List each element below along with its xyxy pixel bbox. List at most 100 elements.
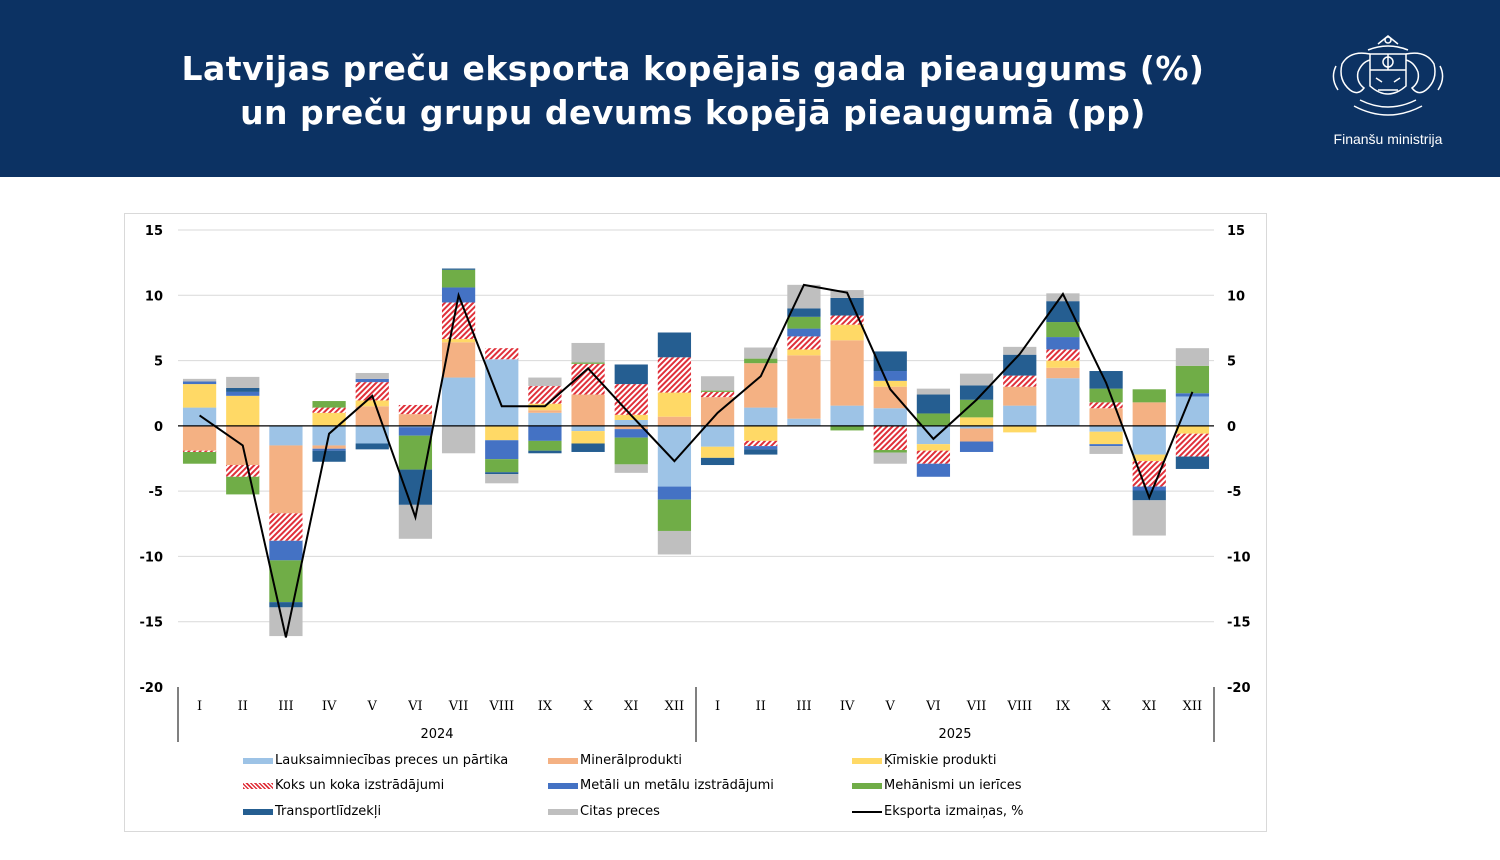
x-tick-label: II (756, 699, 766, 714)
y-tick-label-right: 5 (1227, 355, 1236, 370)
bar-segment-citas-preces (959, 373, 994, 386)
bar-segment--miskie-produkti (571, 431, 605, 444)
bar-segment-met-li-un-met-lu-izstr-d-jumi (226, 391, 260, 396)
bar-segment-miner-lprodukti (830, 340, 864, 406)
x-tick-label: IX (538, 699, 553, 714)
bar-segment-koks-un-koka-izstr-d-jumi (916, 450, 951, 464)
legend-swatch (243, 757, 273, 764)
legend-label: Mehānismi un ierīces (884, 778, 1022, 793)
bar-segment-koks-un-koka-izstr-d-jumi (614, 384, 648, 415)
bar-segment-miner-lprodukti (182, 425, 217, 451)
bar-segment-meh-nismi-un-ier-ces (744, 358, 778, 364)
bar-segment-transportl-dzek-i (614, 364, 648, 385)
bar-segment-citas-preces (269, 607, 303, 637)
bar-segment--miskie-produkti (226, 395, 260, 426)
bar-segment-citas-preces (355, 372, 389, 379)
bar-segment-citas-preces (398, 504, 433, 539)
y-tick-label-right: 0 (1227, 420, 1236, 435)
bar-segment--miskie-produkti (830, 324, 864, 341)
y-tick-label-left: -5 (149, 485, 163, 500)
bar-segment-lauksaimniec-bas-preces-un-p-rtika (398, 425, 433, 428)
bar-segment--miskie-produkti (355, 400, 389, 407)
bar-segment-citas-preces (1046, 293, 1080, 302)
title-line-2: un preču grupu devums kopējā pieaugumā (… (240, 93, 1146, 132)
y-tick-label-right: 10 (1227, 289, 1245, 304)
y-tick-label-right: -5 (1227, 485, 1241, 500)
x-tick-label: IV (840, 699, 855, 714)
bar-segment--miskie-produkti (873, 380, 907, 387)
bar-segment-met-li-un-met-lu-izstr-d-jumi (1132, 486, 1166, 491)
bar-segment-lauksaimniec-bas-preces-un-p-rtika (744, 407, 778, 426)
bar-segment-transportl-dzek-i (959, 385, 994, 400)
x-tick-label: X (583, 699, 593, 714)
x-tick-label: XII (665, 699, 685, 714)
legend-item: Ķīmiskie produkti (852, 753, 996, 768)
y-tick-label-right: 15 (1227, 224, 1245, 239)
bar-segment-meh-nismi-un-ier-ces (1046, 322, 1080, 338)
year-label: 2025 (938, 727, 971, 742)
bar-segment-met-li-un-met-lu-izstr-d-jumi (528, 425, 562, 441)
bar-segment-citas-preces (226, 376, 260, 388)
x-tick-label: XI (624, 699, 638, 714)
y-tick-label-left: 5 (154, 355, 163, 370)
x-tick-label: VI (925, 699, 941, 714)
x-tick-label: IX (1056, 699, 1071, 714)
bar-segment-meh-nismi-un-ier-ces (1175, 365, 1210, 394)
bar-segment-transportl-dzek-i (269, 602, 303, 608)
bar-segment-koks-un-koka-izstr-d-jumi (744, 440, 778, 447)
legend-swatch (852, 782, 882, 789)
bar-segment-transportl-dzek-i (1003, 354, 1037, 376)
x-tick-label: XI (1142, 699, 1156, 714)
bar-segment-meh-nismi-un-ier-ces (312, 401, 346, 408)
bar-segment-koks-un-koka-izstr-d-jumi (873, 425, 907, 451)
bar-segment-transportl-dzek-i (700, 457, 735, 466)
bar-segment--miskie-produkti (485, 425, 519, 441)
bar-segment-transportl-dzek-i (1089, 371, 1123, 389)
legend-item: Citas preces (548, 804, 660, 819)
bar-segment-meh-nismi-un-ier-ces (1132, 389, 1166, 403)
legend-swatch (852, 810, 882, 813)
y-tick-label-left: 0 (154, 420, 163, 435)
y-tick-label-left: -20 (140, 681, 164, 696)
bar-segment-transportl-dzek-i (355, 443, 389, 450)
bar-segment-miner-lprodukti (528, 410, 562, 413)
bar-segment-meh-nismi-un-ier-ces (571, 362, 605, 364)
legend-swatch (243, 808, 273, 815)
bar-segment-koks-un-koka-izstr-d-jumi (441, 302, 476, 340)
bar-segment-miner-lprodukti (1089, 408, 1123, 426)
bar-segment-meh-nismi-un-ier-ces (959, 399, 994, 418)
bar-segment-lauksaimniec-bas-preces-un-p-rtika (700, 425, 735, 447)
bar-segment-citas-preces (873, 452, 907, 464)
bar-segment-transportl-dzek-i (873, 351, 907, 372)
x-tick-label: II (238, 699, 248, 714)
bar-segment-koks-un-koka-izstr-d-jumi (182, 450, 217, 452)
bar-segment--miskie-produkti (1089, 431, 1123, 445)
bar-segment-transportl-dzek-i (528, 450, 562, 454)
bar-segment-transportl-dzek-i (1175, 456, 1210, 469)
legend-label: Transportlīdzekļi (275, 804, 382, 819)
bar-segment-koks-un-koka-izstr-d-jumi (787, 336, 821, 350)
bar-segment-meh-nismi-un-ier-ces (873, 450, 907, 453)
bar-segment-koks-un-koka-izstr-d-jumi (830, 315, 864, 325)
y-tick-label-right: -10 (1227, 550, 1251, 565)
y-tick-label-left: -15 (140, 616, 164, 631)
bar-segment-citas-preces (1089, 446, 1123, 454)
bar-segment-miner-lprodukti (355, 406, 389, 426)
bar-segment-citas-preces (571, 342, 605, 363)
legend-label: Koks un koka izstrādājumi (275, 778, 445, 793)
bar-segment-citas-preces (1003, 346, 1037, 355)
bar-segment-met-li-un-met-lu-izstr-d-jumi (355, 378, 389, 383)
page-title: Latvijas preču eksporta kopējais gada pi… (90, 47, 1296, 135)
title-line-1: Latvijas preču eksporta kopējais gada pi… (181, 49, 1205, 88)
legend-label: Minerālprodukti (580, 753, 682, 768)
x-tick-label: V (885, 699, 896, 714)
legend-item: Minerālprodukti (548, 753, 682, 768)
bar-segment-met-li-un-met-lu-izstr-d-jumi (1089, 444, 1123, 447)
bar-segment--miskie-produkti (744, 425, 778, 441)
bar-segment-meh-nismi-un-ier-ces (657, 499, 692, 531)
bar-segment-miner-lprodukti (269, 445, 303, 514)
x-tick-label: III (796, 699, 811, 714)
bar-segment-koks-un-koka-izstr-d-jumi (700, 391, 735, 398)
bar-segment-transportl-dzek-i (312, 450, 346, 462)
bar-segment-transportl-dzek-i (657, 332, 692, 358)
